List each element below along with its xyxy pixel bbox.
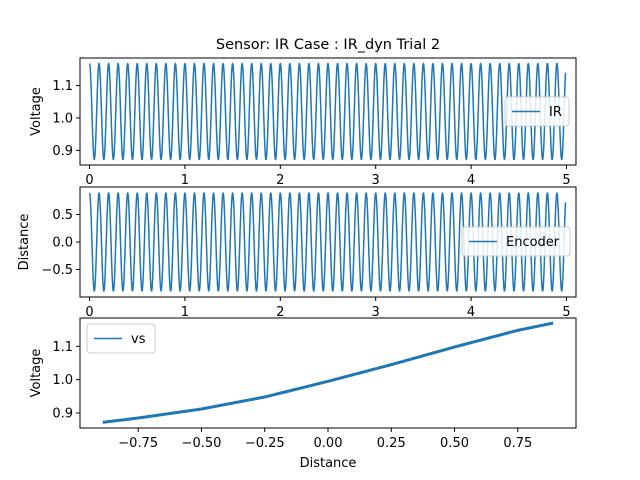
x-axis-label-bottom: Distance: [300, 456, 357, 471]
x-tick-label: 0.50: [440, 436, 469, 451]
x-tick-label: 0: [85, 173, 93, 188]
y-tick-label: 1.0: [52, 373, 73, 388]
y-axis-label: Voltage: [29, 349, 44, 398]
x-tick-label: 0.25: [377, 436, 406, 451]
x-tick-label: 4: [467, 173, 475, 188]
legend-label: Encoder: [506, 235, 560, 250]
y-axis-label: Voltage: [29, 87, 44, 136]
x-tick-label: −0.75: [118, 436, 158, 451]
ir-voltage-axes: 0 1 2 3 4 5 0.9 1.0 1.1 Voltage IR: [29, 57, 577, 188]
x-tick-label: 5: [562, 173, 570, 188]
y-tick-label: 0.9: [52, 144, 73, 159]
y-tick-label: 1.0: [52, 111, 73, 126]
y-tick-label: 0.9: [52, 407, 73, 422]
x-tick-label: 4: [467, 305, 475, 320]
y-tick-label: 0.5: [52, 208, 73, 223]
y-tick-label: −0.5: [41, 263, 73, 278]
chart-title: Sensor: IR Case : IR_dyn Trial 2: [216, 37, 440, 53]
y-tick-label: 0.0: [52, 236, 73, 251]
y-axis-label: Distance: [17, 214, 32, 271]
x-tick-label: 3: [372, 305, 380, 320]
voltage-vs-distance-axes: −0.75 −0.50 −0.25 0.00 0.25 0.50 0.75 0.9 1.0 1.1…: [29, 317, 577, 451]
x-tick-label: 1: [181, 173, 189, 188]
legend-label: vs: [131, 332, 146, 347]
legend: vs: [86, 323, 156, 354]
x-tick-label: −0.25: [245, 436, 285, 451]
x-tick-label: 2: [276, 173, 284, 188]
x-tick-label: 0.75: [503, 436, 532, 451]
legend: Encoder: [461, 226, 571, 257]
x-tick-label: 5: [562, 305, 570, 320]
series-line-ir: [88, 62, 567, 161]
series-line-vs: [102, 321, 554, 424]
x-tick-label: 1: [181, 305, 189, 320]
axes-frame: [79, 57, 577, 166]
x-tick-label: 0.00: [314, 436, 343, 451]
y-tick-label: 1.1: [52, 340, 73, 355]
x-tick-label: 0: [85, 305, 93, 320]
x-tick-label: 3: [372, 173, 380, 188]
y-tick-label: 1.1: [52, 79, 73, 94]
x-tick-label: −0.50: [182, 436, 222, 451]
x-tick-label: 2: [276, 305, 284, 320]
series-line-encoder: [88, 192, 567, 292]
legend-label: IR: [549, 105, 562, 120]
encoder-distance-axes: 0 1 2 3 4 5 −0.5 0.0 0.5 Distance Encoder: [17, 186, 577, 320]
legend-box: [461, 226, 571, 257]
legend: IR: [504, 96, 570, 127]
